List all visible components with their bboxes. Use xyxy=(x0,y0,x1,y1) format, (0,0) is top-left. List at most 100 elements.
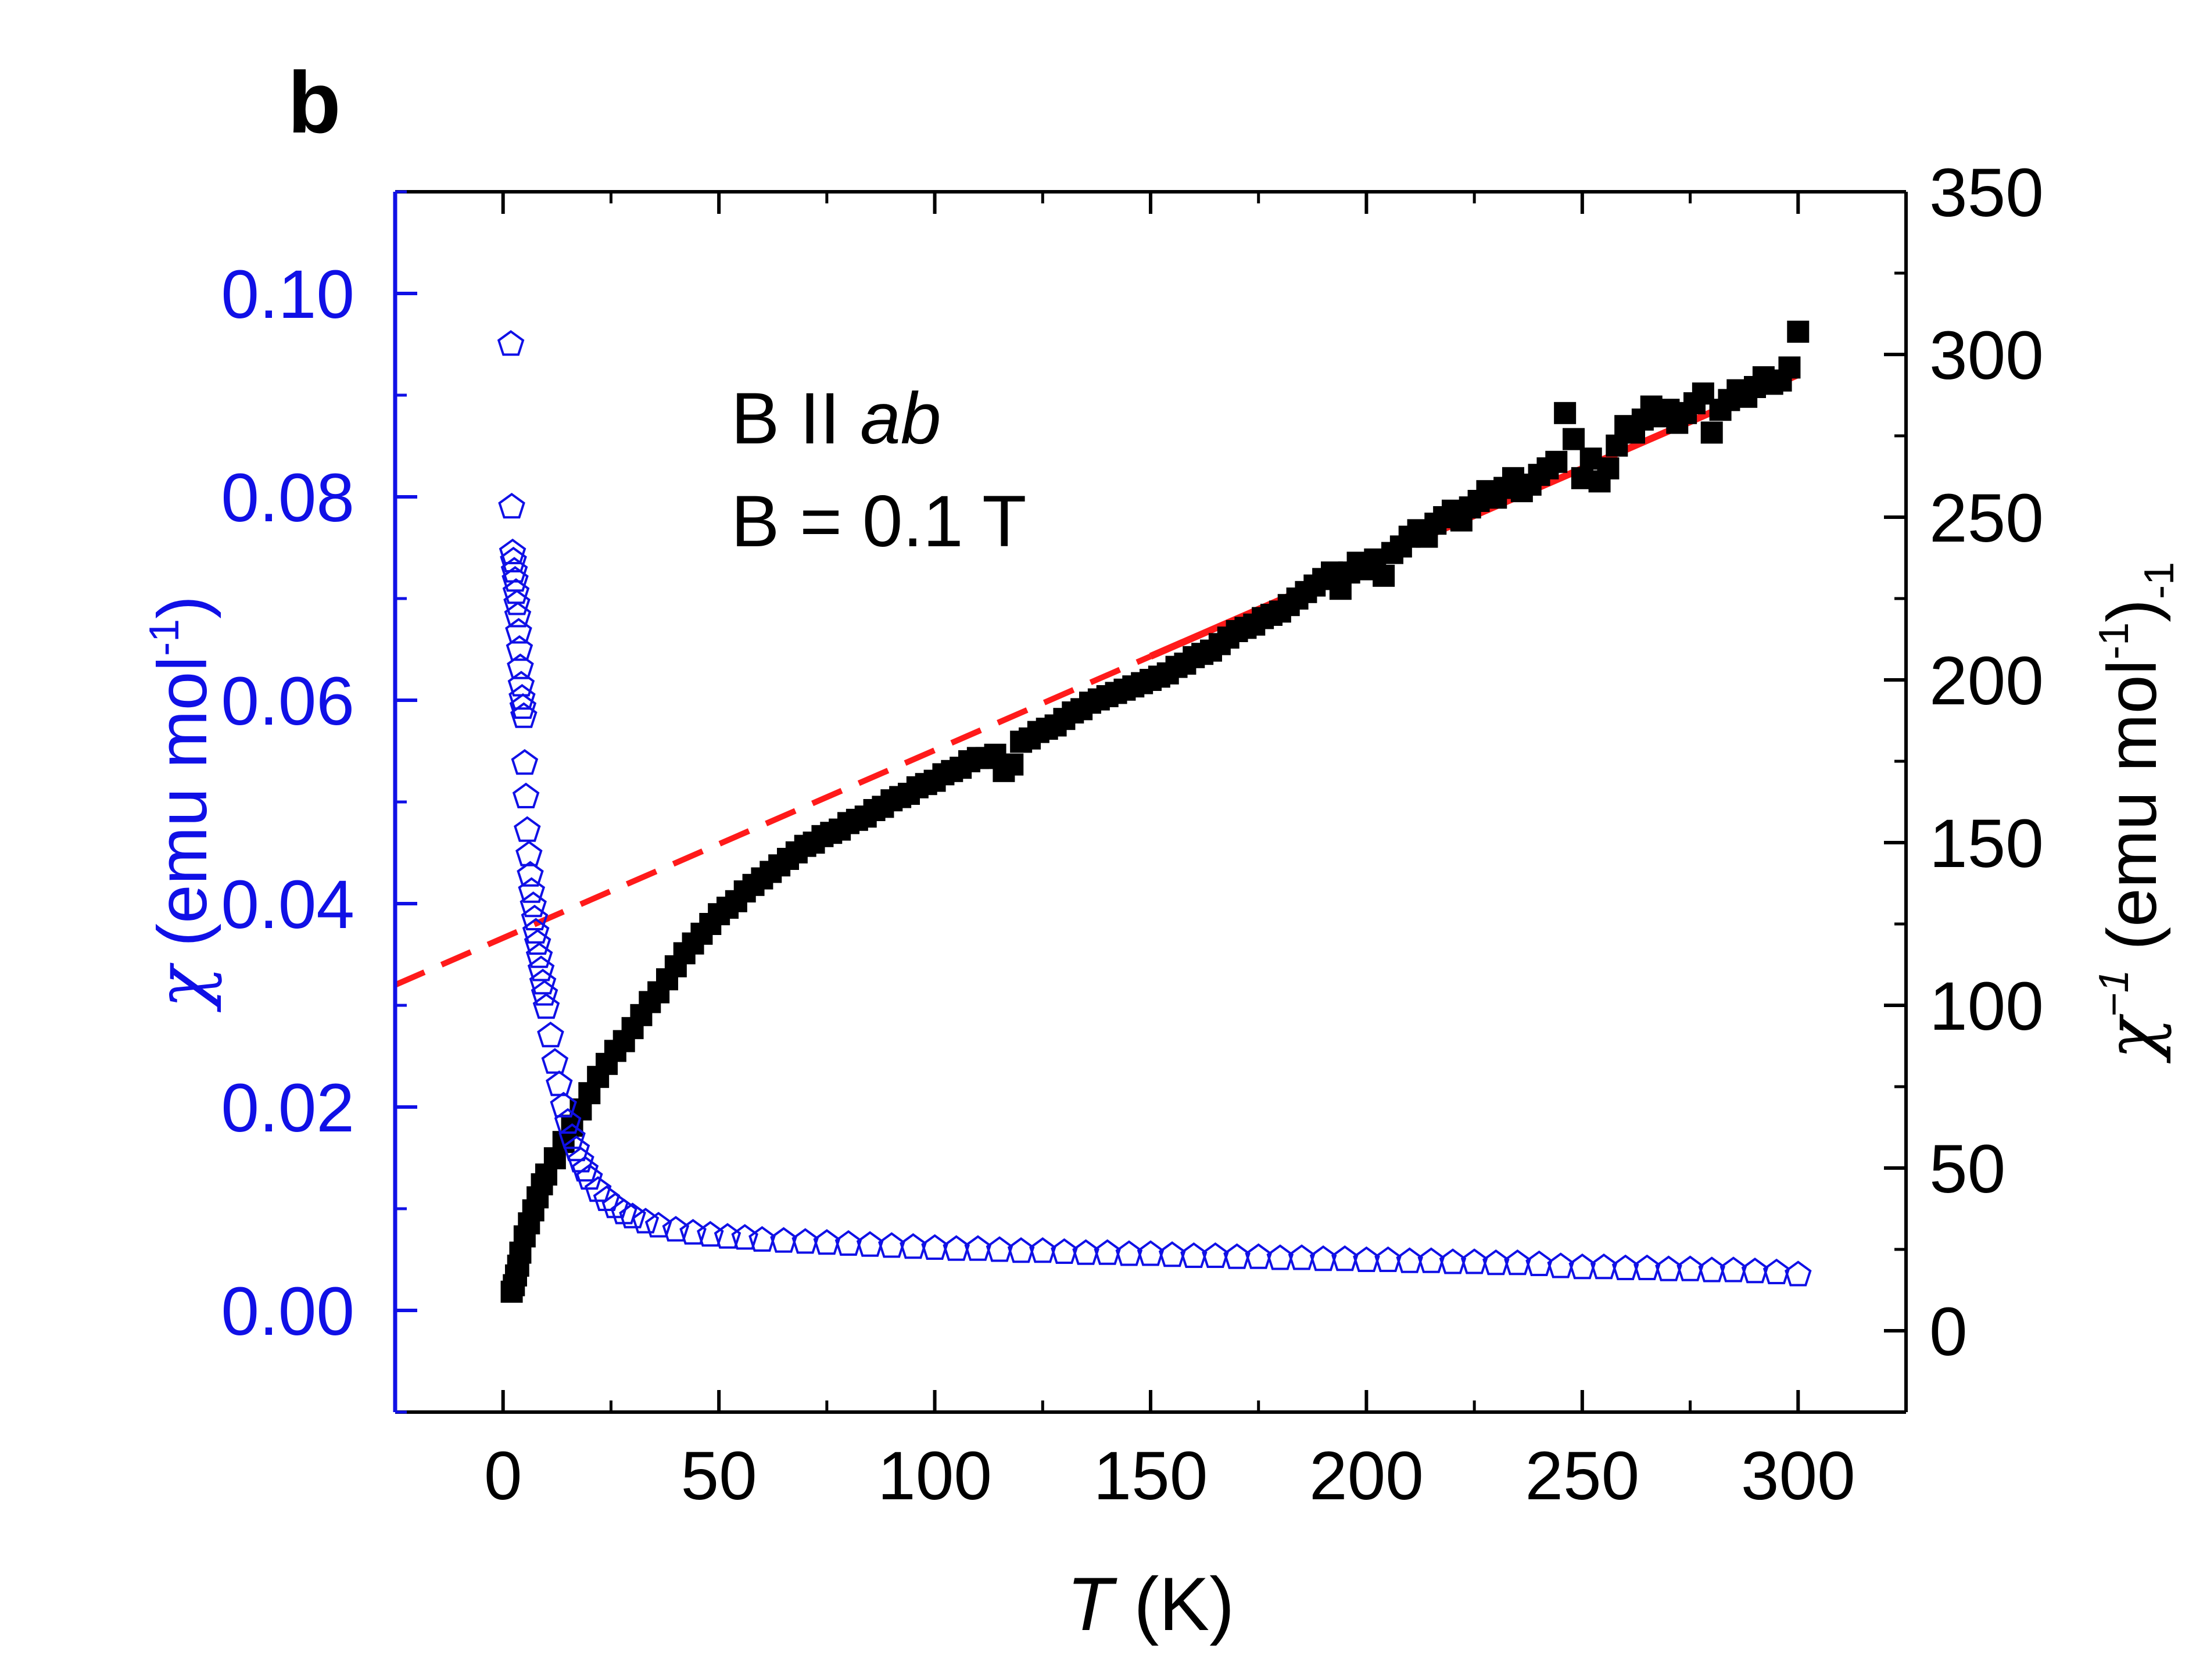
y-left-tick-label: 0.02 xyxy=(221,1070,354,1147)
y-right-axis-ticks: 0 50 100 150 200 250 300 350 xyxy=(1884,155,2044,1370)
chi-point xyxy=(505,618,532,644)
chi-point xyxy=(1094,1239,1121,1265)
chi-point xyxy=(900,1233,927,1259)
chi-point xyxy=(529,969,557,995)
chi-point xyxy=(522,918,550,944)
chi-point xyxy=(856,1231,884,1257)
chi-point xyxy=(1590,1253,1618,1280)
y-left-tick-label: 0.08 xyxy=(221,460,354,536)
chi-point xyxy=(1460,1248,1488,1274)
y-right-tick-label: 100 xyxy=(1929,968,2044,1045)
chi-point xyxy=(512,782,540,808)
chi-point xyxy=(501,566,529,592)
x-tick-label: 0 xyxy=(484,1438,522,1514)
y-left-axis-ticks: 0.00 0.02 0.04 0.06 0.08 0.10 xyxy=(221,190,417,1414)
inverse-chi-point xyxy=(1001,753,1024,776)
chi-point xyxy=(550,1091,577,1117)
chi-point xyxy=(1676,1255,1704,1281)
chi-point xyxy=(1331,1245,1359,1271)
y-left-axis-title: χ (emu mol-1) xyxy=(141,596,223,1012)
y-right-tick-label: 50 xyxy=(1929,1131,2005,1208)
inverse-chi-point xyxy=(1563,428,1585,450)
chi-point xyxy=(1202,1242,1229,1268)
chi-point xyxy=(1051,1238,1078,1264)
chi-point xyxy=(517,861,544,887)
chi-point xyxy=(1504,1249,1531,1276)
chi-point xyxy=(537,1022,564,1048)
chi-point xyxy=(748,1226,776,1252)
chi-point xyxy=(1245,1243,1272,1269)
inverse-chi-point xyxy=(1700,421,1723,444)
chi-point xyxy=(964,1235,992,1261)
y-right-tick-label: 250 xyxy=(1929,480,2044,557)
chi-point xyxy=(507,653,534,679)
chi-point xyxy=(524,929,551,955)
chi-point xyxy=(520,891,547,918)
x-tick-label: 250 xyxy=(1525,1438,1639,1514)
chi-point xyxy=(1547,1252,1574,1278)
chi-point xyxy=(1785,1260,1812,1287)
y-left-tick-label: 0.04 xyxy=(221,866,354,943)
x-tick-label: 200 xyxy=(1309,1438,1424,1514)
chi-point xyxy=(554,1108,582,1134)
chi-point xyxy=(571,1156,599,1182)
chi-point xyxy=(584,1176,612,1202)
chi-point xyxy=(1029,1237,1056,1263)
chi-point xyxy=(791,1228,819,1254)
chi-point xyxy=(558,1123,586,1149)
y-left-tick-label: 0.00 xyxy=(221,1273,354,1350)
chi-point xyxy=(500,546,527,572)
inverse-chi-point xyxy=(1597,457,1620,479)
chi-point xyxy=(515,840,543,866)
x-tick-label: 150 xyxy=(1094,1438,1208,1514)
chi-point xyxy=(531,980,558,1006)
y-right-tick-label: 300 xyxy=(1929,317,2044,394)
chi-point xyxy=(504,601,532,628)
chi-point xyxy=(834,1230,862,1256)
chi-point xyxy=(508,684,536,710)
chi-point xyxy=(521,904,549,930)
y-left-tick-label: 0.06 xyxy=(221,663,354,740)
chi-point xyxy=(511,749,539,775)
chi-point xyxy=(506,635,533,661)
chi-point xyxy=(502,578,530,604)
field-value-annotation: B = 0.1 T xyxy=(731,481,1026,562)
x-tick-label: 100 xyxy=(877,1438,992,1514)
chi-series xyxy=(497,330,1812,1287)
chi-point xyxy=(1525,1250,1553,1276)
inverse-chi-point xyxy=(1554,402,1577,424)
y-right-tick-label: 350 xyxy=(1929,155,2044,231)
chi-point xyxy=(518,877,546,903)
chi-point xyxy=(527,955,555,982)
chi-point xyxy=(770,1227,797,1253)
chi-point xyxy=(1719,1256,1747,1283)
chi-point xyxy=(525,942,553,968)
y-right-tick-label: 200 xyxy=(1929,643,2044,719)
y-right-tick-label: 0 xyxy=(1929,1294,1968,1370)
fit-line-dashed xyxy=(395,653,1152,988)
chi-point xyxy=(1374,1246,1402,1272)
chi-point xyxy=(503,589,531,615)
chi-point xyxy=(878,1232,905,1258)
chi-point xyxy=(1633,1254,1661,1280)
inverse-chi-point xyxy=(1373,564,1395,587)
chi-point xyxy=(576,1164,603,1190)
chi-point xyxy=(514,816,541,842)
chi-point xyxy=(499,538,526,564)
chi-point xyxy=(1762,1258,1790,1284)
x-axis-ticks: 0 50 100 150 200 250 300 xyxy=(484,192,1855,1514)
chi-point xyxy=(921,1234,948,1260)
y-left-tick-label: 0.10 xyxy=(221,256,354,333)
inverse-chi-point xyxy=(1545,450,1568,473)
x-tick-label: 300 xyxy=(1741,1438,1855,1514)
y-right-axis-title: χ−1 (emu mol-1)-1 xyxy=(2091,562,2183,1063)
chi-point xyxy=(813,1229,841,1255)
chi-point xyxy=(1417,1247,1445,1273)
x-tick-label: 50 xyxy=(681,1438,757,1514)
chi-point xyxy=(986,1236,1013,1262)
chi-point xyxy=(497,330,525,356)
chi-point xyxy=(498,493,525,519)
chi-point xyxy=(532,993,560,1019)
